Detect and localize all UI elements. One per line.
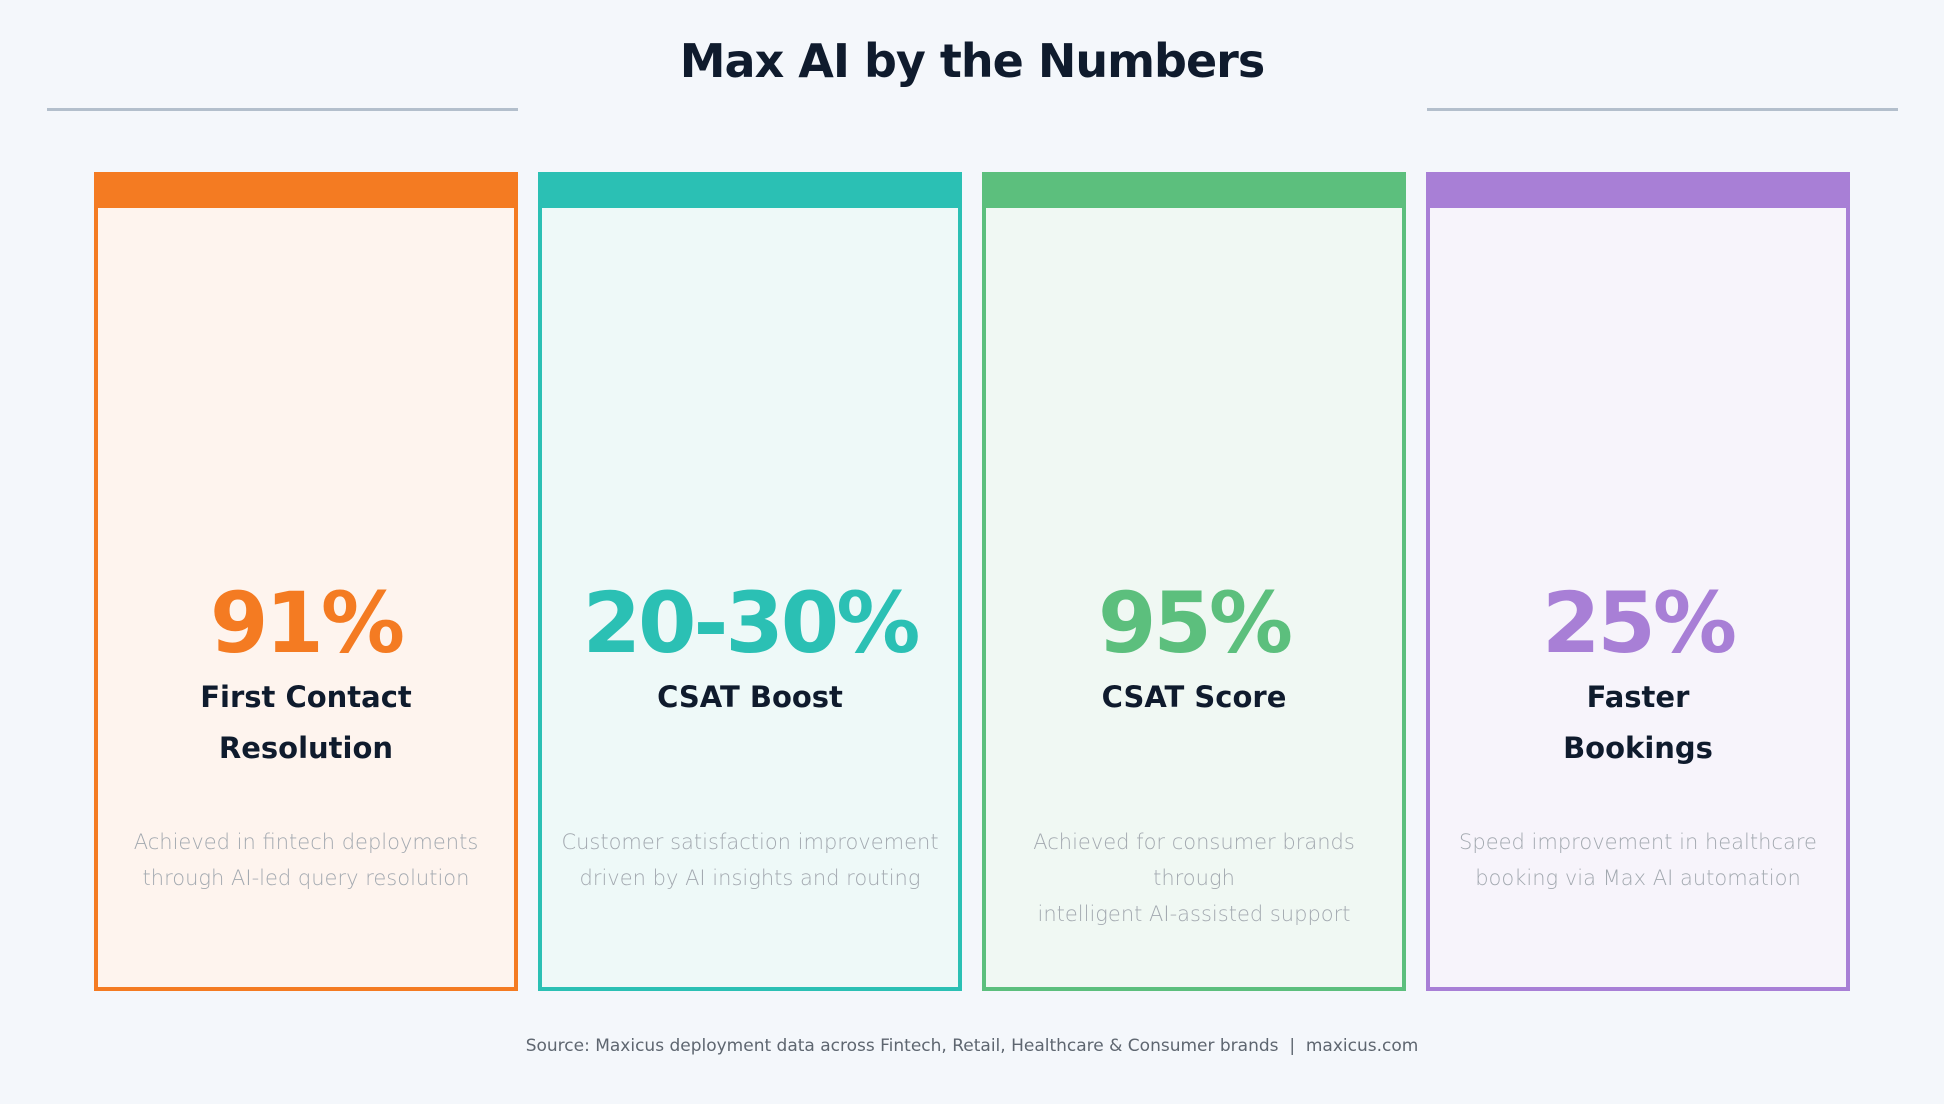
page-title: Max AI by the Numbers — [679, 34, 1265, 88]
stat-value: 20-30% — [582, 574, 921, 672]
title-divider-left — [47, 108, 518, 111]
desc-line: Speed improvement in healthcare — [1459, 830, 1817, 854]
card-accent-bar — [1426, 172, 1850, 208]
stat-card: 25% Faster Bookings Speed improvement in … — [1426, 172, 1850, 991]
card-accent-bar — [982, 172, 1406, 208]
stat-label-line: Faster — [1586, 680, 1690, 714]
desc-line: booking via Max AI automation — [1475, 866, 1801, 890]
desc-line: through AI-led query resolution — [142, 866, 470, 890]
stat-card: 95% CSAT Score Achieved for consumer bra… — [982, 172, 1406, 991]
stat-label-line: Bookings — [1563, 731, 1713, 765]
stat-label: CSAT Score — [1006, 672, 1382, 774]
stat-card: 20-30% CSAT Boost Customer satisfaction … — [538, 172, 962, 991]
stat-description: Achieved in fintech deployments through A… — [98, 824, 514, 896]
stat-label-line: CSAT Boost — [657, 680, 843, 714]
stat-label-line: Resolution — [218, 731, 394, 765]
title-divider-right — [1427, 108, 1898, 111]
stat-description: Speed improvement in healthcare booking v… — [1430, 824, 1846, 896]
desc-line: intelligent AI-assisted support — [1037, 902, 1351, 926]
stat-value: 25% — [1541, 574, 1737, 672]
stat-description: Achieved for consumer brands through inte… — [986, 824, 1402, 932]
source-footer: Source: Maxicus deployment data across F… — [525, 1036, 1419, 1056]
desc-line: Customer satisfaction improvement — [561, 830, 939, 854]
stat-label: First Contact Resolution — [118, 672, 494, 774]
stat-label: CSAT Boost — [562, 672, 938, 774]
desc-line: Achieved for consumer brands through — [1033, 830, 1355, 890]
stat-value: 91% — [209, 574, 405, 672]
stat-label-line: CSAT Score — [1101, 680, 1287, 714]
card-accent-bar — [538, 172, 962, 208]
stat-label-line: First Contact — [200, 680, 412, 714]
stat-card: 91% First Contact Resolution Achieved in … — [94, 172, 518, 991]
desc-line: driven by AI insights and routing — [579, 866, 921, 890]
desc-line: Achieved in fintech deployments — [133, 830, 479, 854]
stat-label: Faster Bookings — [1450, 672, 1826, 774]
stat-value: 95% — [1097, 574, 1293, 672]
stat-description: Customer satisfaction improvement driven … — [542, 824, 958, 896]
card-accent-bar — [94, 172, 518, 208]
